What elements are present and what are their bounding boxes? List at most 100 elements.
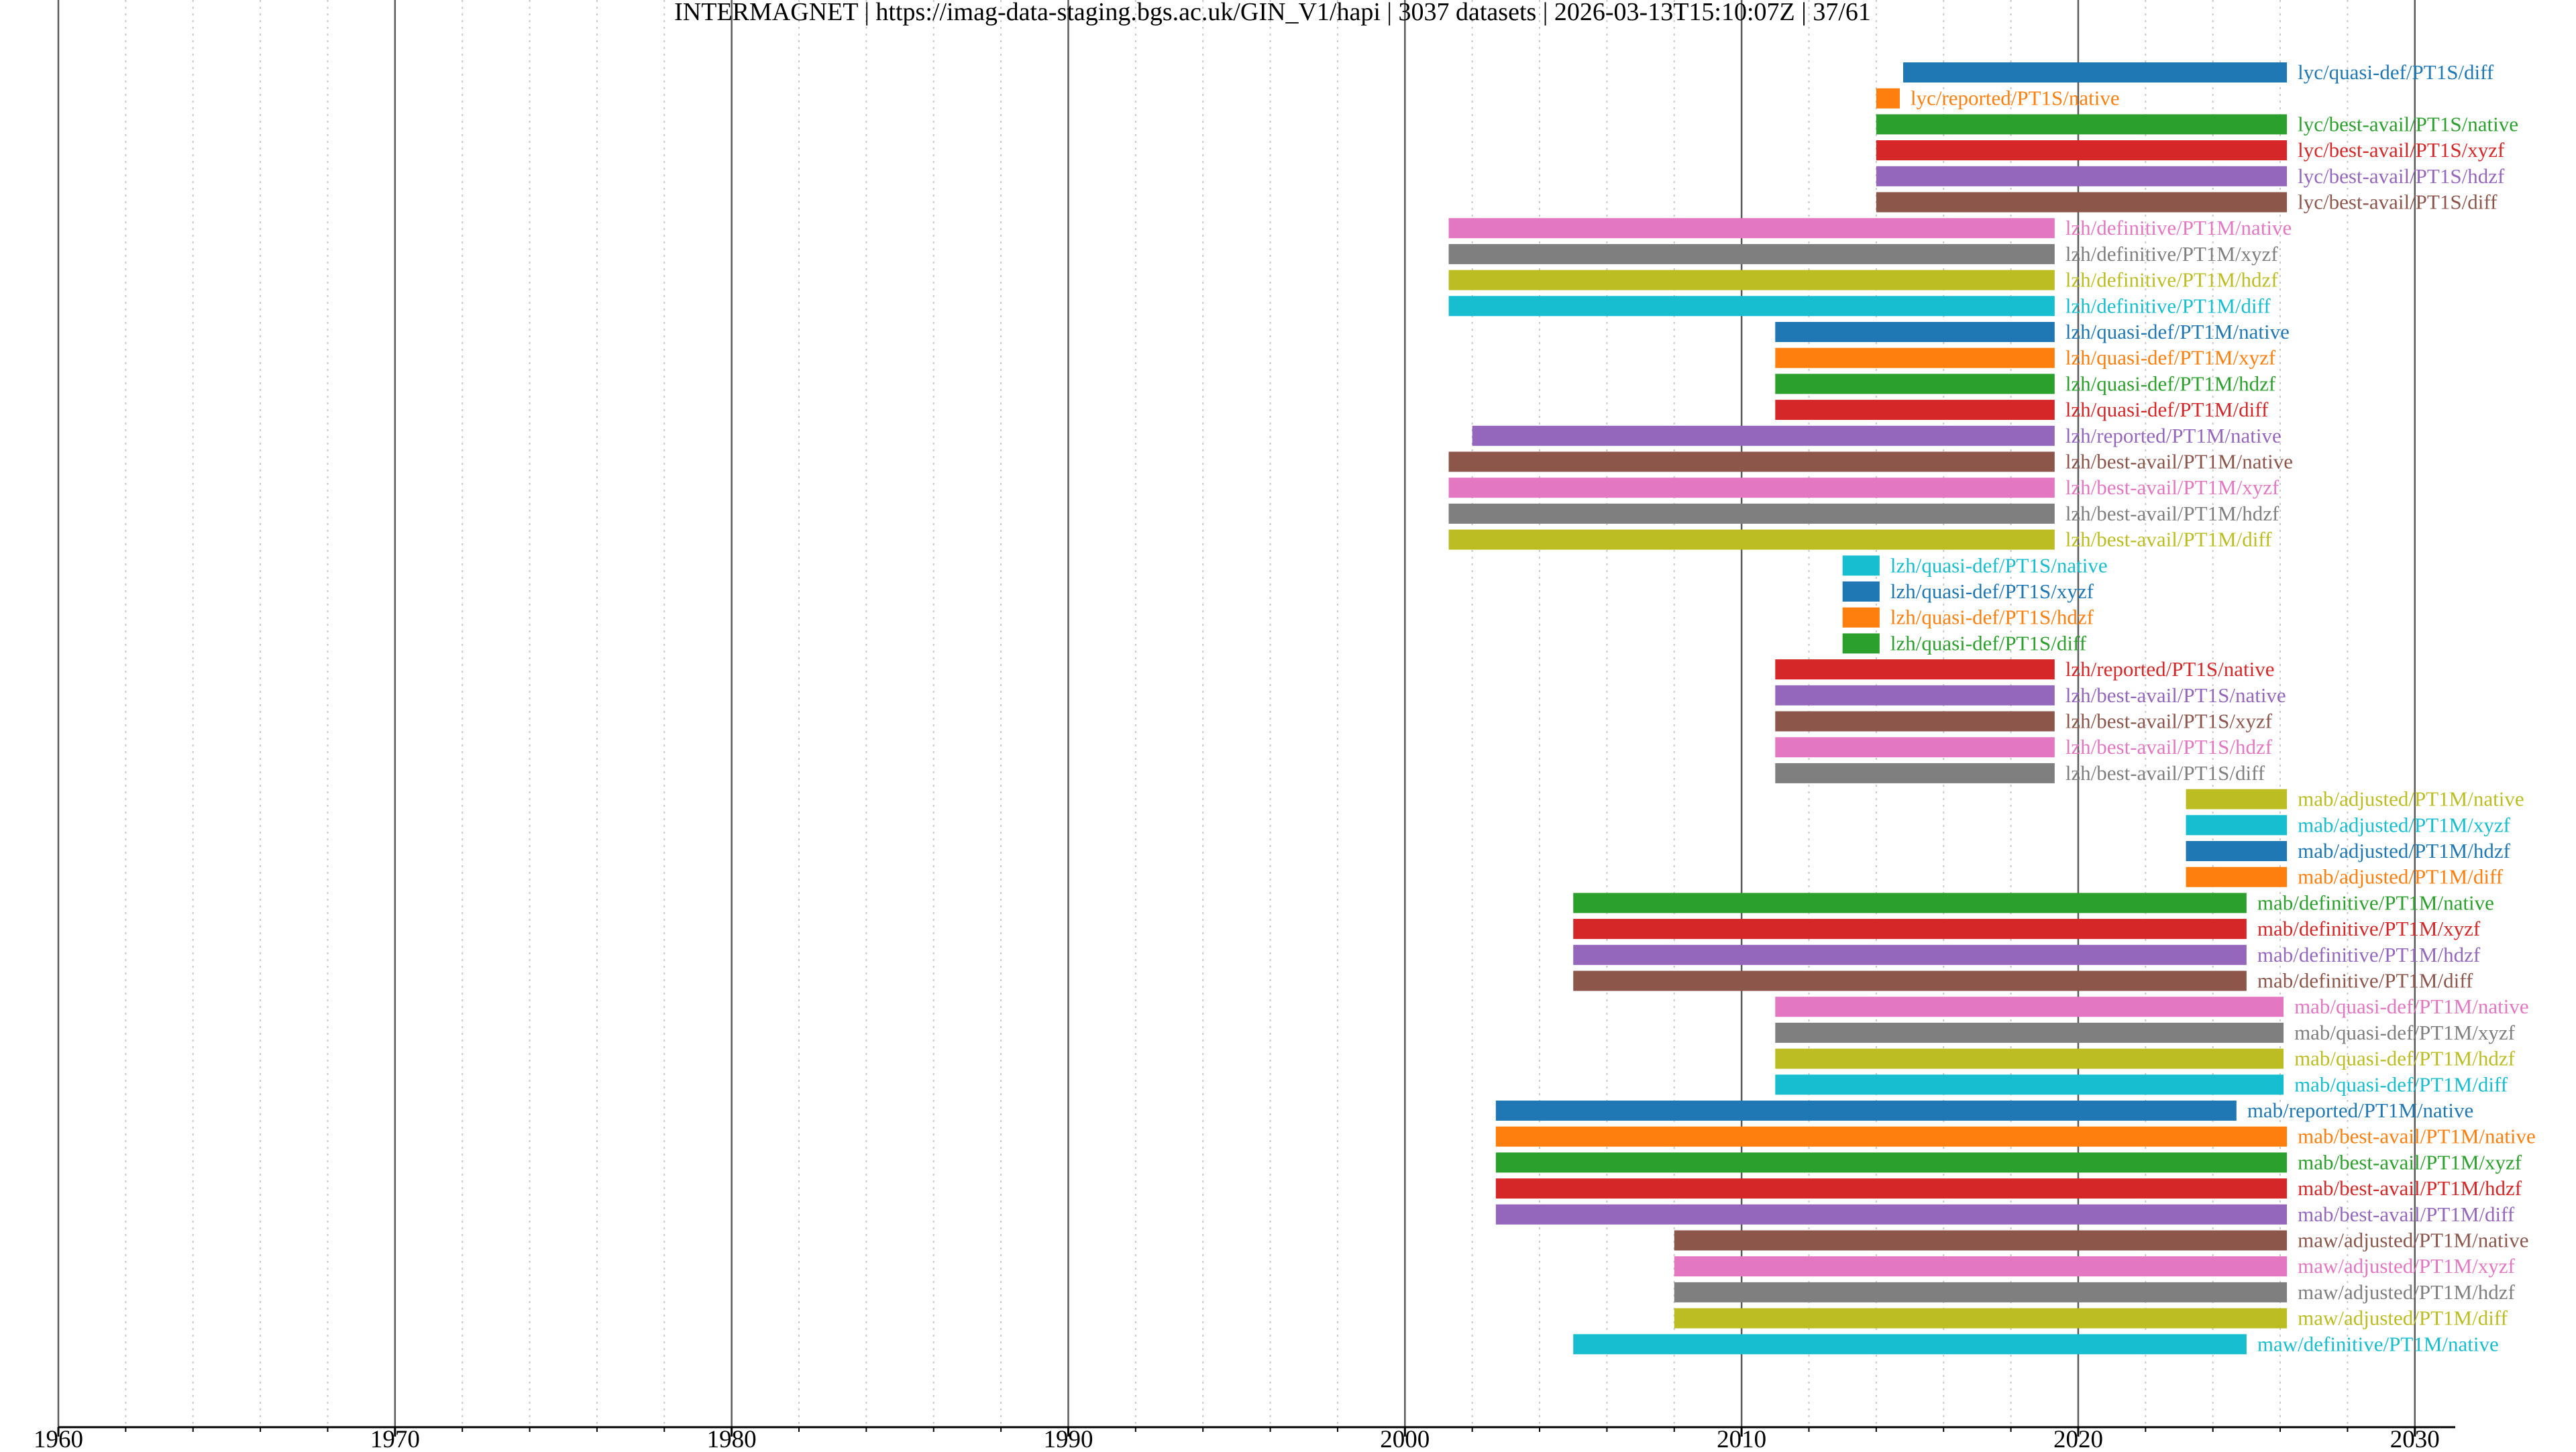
- bar-label: mab/reported/PT1M/native: [2247, 1099, 2473, 1122]
- bar-label: maw/adjusted/PT1M/native: [2298, 1229, 2528, 1252]
- timeline-bar: [1775, 400, 2055, 421]
- bar-label: lzh/quasi-def/PT1M/diff: [2065, 398, 2269, 421]
- chart-title: INTERMAGNET | https://imag-data-staging.…: [674, 0, 1871, 26]
- bar-label: mab/definitive/PT1M/diff: [2257, 969, 2473, 993]
- timeline-bar: [1775, 1022, 2284, 1043]
- bar-label: lyc/best-avail/PT1S/diff: [2298, 190, 2498, 214]
- timeline-bar: [1775, 1048, 2284, 1069]
- bar-label: lzh/quasi-def/PT1S/diff: [1890, 631, 2087, 655]
- bar-label: lzh/definitive/PT1M/native: [2065, 216, 2292, 239]
- timeline-bar: [1448, 451, 2055, 472]
- bar-label: lzh/reported/PT1M/native: [2065, 424, 2282, 447]
- bar-label: lzh/best-avail/PT1M/hdzf: [2065, 502, 2279, 525]
- timeline-bar: [1842, 607, 1880, 628]
- bar-label: mab/definitive/PT1M/hdzf: [2257, 943, 2481, 966]
- bar-label: mab/quasi-def/PT1M/hdzf: [2294, 1047, 2516, 1070]
- bar-label: lzh/definitive/PT1M/hdzf: [2065, 268, 2279, 292]
- x-tick-label: 2020: [2053, 1426, 2103, 1449]
- bar-label: lzh/best-avail/PT1M/diff: [2065, 528, 2272, 551]
- bar-label: lzh/best-avail/PT1M/xyzf: [2065, 476, 2279, 499]
- x-tick-label: 1980: [707, 1426, 757, 1449]
- timeline-bar: [1674, 1282, 2288, 1302]
- bar-label: lzh/quasi-def/PT1S/native: [1890, 553, 2108, 577]
- timeline-bar: [1775, 374, 2055, 394]
- bar-label: lzh/definitive/PT1M/xyzf: [2065, 242, 2279, 266]
- timeline-bar: [1775, 685, 2055, 706]
- bar-label: lyc/best-avail/PT1S/hdzf: [2298, 164, 2505, 188]
- timeline-bar: [1448, 296, 2055, 317]
- bar-label: mab/adjusted/PT1M/xyzf: [2298, 813, 2511, 836]
- timeline-bar: [1876, 114, 2288, 135]
- timeline-bar: [1775, 737, 2055, 758]
- timeline-bar: [1573, 893, 2247, 913]
- bar-label: mab/definitive/PT1M/xyzf: [2257, 917, 2481, 940]
- bar-label: lzh/quasi-def/PT1M/hdzf: [2065, 372, 2276, 395]
- bar-label: lzh/quasi-def/PT1M/native: [2065, 320, 2290, 343]
- timeline-bar: [2186, 867, 2288, 887]
- timeline-bar: [1573, 919, 2247, 940]
- timeline-bar: [1448, 503, 2055, 524]
- bar-label: mab/best-avail/PT1M/native: [2298, 1125, 2536, 1148]
- timeline-bar: [1573, 1334, 2247, 1355]
- timeline-bar: [1842, 581, 1880, 602]
- timeline-bar: [1573, 944, 2247, 965]
- bar-label: mab/best-avail/PT1M/xyzf: [2298, 1150, 2522, 1174]
- x-tick-label: 1990: [1043, 1426, 1093, 1449]
- bar-label: maw/adjusted/PT1M/xyzf: [2298, 1254, 2515, 1278]
- x-tick-label: 1970: [370, 1426, 420, 1449]
- timeline-bar: [1472, 425, 2055, 446]
- bar-label: mab/quasi-def/PT1M/diff: [2294, 1072, 2508, 1096]
- timeline-bar: [1775, 322, 2055, 342]
- bar-label: mab/quasi-def/PT1M/native: [2294, 995, 2529, 1018]
- bar-label: lzh/definitive/PT1M/diff: [2065, 294, 2271, 317]
- bar-label: lzh/quasi-def/PT1S/xyzf: [1890, 579, 2094, 603]
- timeline-bar: [1448, 529, 2055, 550]
- bar-label: lyc/reported/PT1S/native: [1911, 87, 2120, 110]
- timeline-bar: [1495, 1204, 2288, 1225]
- timeline-bar: [1775, 763, 2055, 783]
- timeline-bar: [2186, 841, 2288, 861]
- x-tick-label: 1960: [34, 1426, 83, 1449]
- bar-label: mab/adjusted/PT1M/native: [2298, 787, 2524, 811]
- timeline-bar: [1903, 62, 2288, 82]
- bar-label: lyc/best-avail/PT1S/xyzf: [2298, 138, 2505, 162]
- bar-label: lzh/best-avail/PT1M/native: [2065, 450, 2293, 473]
- timeline-bar: [1495, 1152, 2288, 1173]
- timeline-bar: [1775, 347, 2055, 368]
- bar-label: mab/best-avail/PT1M/diff: [2298, 1203, 2515, 1226]
- timeline-bar: [1674, 1230, 2288, 1251]
- timeline-bar: [1842, 555, 1880, 576]
- bar-label: lzh/best-avail/PT1S/diff: [2065, 761, 2265, 785]
- timeline-bar: [1448, 478, 2055, 498]
- bar-label: lzh/quasi-def/PT1M/xyzf: [2065, 346, 2276, 370]
- bar-label: lzh/best-avail/PT1S/native: [2065, 683, 2286, 707]
- timeline-bar: [2186, 789, 2288, 809]
- timeline-bar: [1775, 1074, 2284, 1095]
- timeline-bar: [1775, 997, 2284, 1017]
- bar-label: lzh/best-avail/PT1S/xyzf: [2065, 710, 2273, 733]
- bar-label: mab/definitive/PT1M/native: [2257, 891, 2494, 914]
- timeline-bar: [1876, 166, 2288, 186]
- timeline-bar: [1876, 192, 2288, 213]
- timeline-bar: [1674, 1256, 2288, 1277]
- timeline-bar: [2186, 815, 2288, 836]
- x-tick-label: 2010: [1717, 1426, 1766, 1449]
- timeline-bar: [1876, 140, 2288, 161]
- timeline-bar: [1448, 243, 2055, 264]
- bar-label: lyc/quasi-def/PT1S/diff: [2298, 60, 2494, 84]
- timeline-bar: [1775, 711, 2055, 732]
- timeline-bar: [1775, 659, 2055, 680]
- timeline-bar: [1842, 633, 1880, 654]
- timeline-bar: [1448, 270, 2055, 290]
- bar-label: lyc/best-avail/PT1S/native: [2298, 112, 2518, 135]
- timeline-bar: [1876, 88, 1900, 109]
- bar-label: maw/adjusted/PT1M/hdzf: [2298, 1280, 2515, 1304]
- bar-label: lzh/best-avail/PT1S/hdzf: [2065, 735, 2273, 759]
- bar-label: lzh/quasi-def/PT1S/hdzf: [1890, 606, 2094, 629]
- bar-label: maw/definitive/PT1M/native: [2257, 1332, 2499, 1355]
- timeline-bar: [1495, 1126, 2288, 1147]
- timeline-bar: [1448, 218, 2055, 239]
- bar-label: mab/adjusted/PT1M/diff: [2298, 865, 2504, 889]
- bar-label: mab/adjusted/PT1M/hdzf: [2298, 839, 2511, 862]
